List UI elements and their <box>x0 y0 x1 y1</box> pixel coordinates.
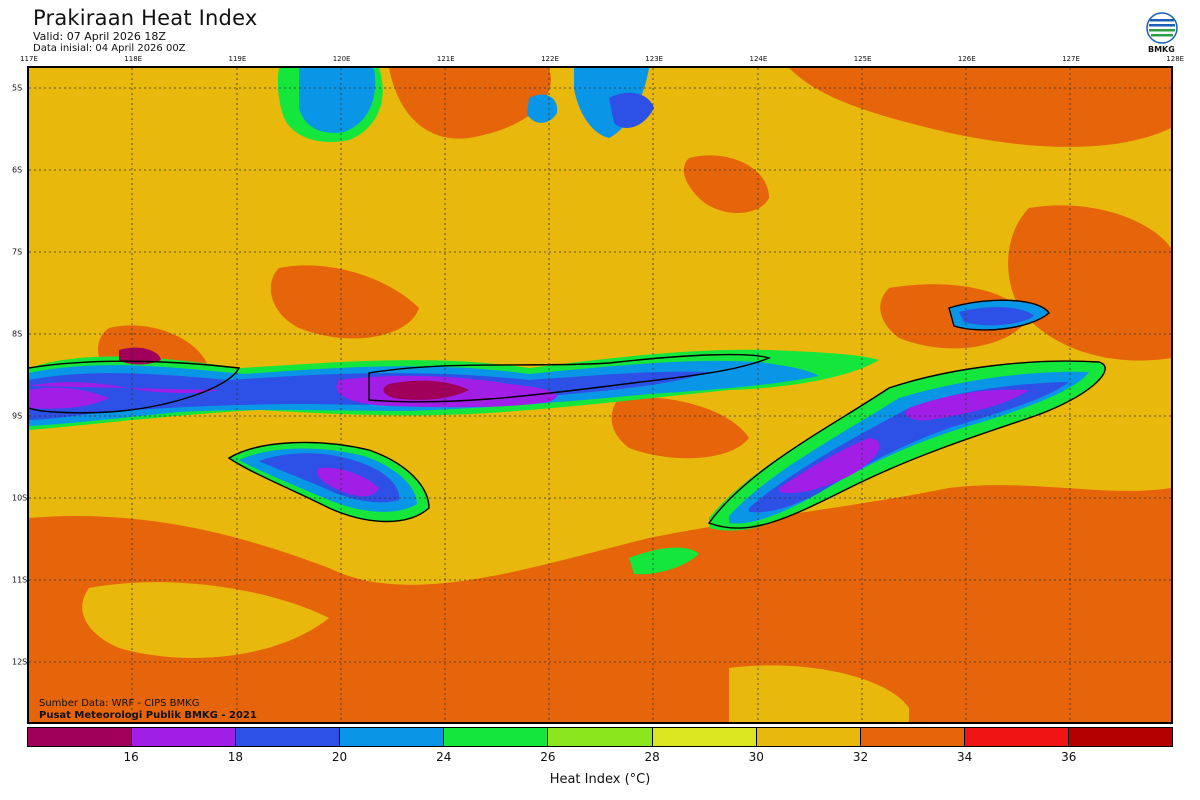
colorbar-segment <box>236 728 341 746</box>
lat-label: 11S <box>12 575 28 585</box>
lon-label: 121E <box>436 55 455 63</box>
island-band <box>29 347 879 430</box>
lon-label: 125E <box>853 55 872 63</box>
colorbar-segment <box>132 728 237 746</box>
colorbar-segment <box>444 728 549 746</box>
map-title: Prakiraan Heat Index <box>33 6 258 30</box>
lon-label: 118E <box>124 55 143 63</box>
colorbar-segment <box>548 728 653 746</box>
bmkg-logo-icon <box>1146 12 1178 44</box>
lat-label: 10S <box>12 493 28 503</box>
lat-label: 6S <box>12 165 23 175</box>
colorbar-segment <box>860 728 965 746</box>
colorbar-tick-label: 24 <box>436 750 452 764</box>
lon-label: 119E <box>228 55 247 63</box>
colorbar-tick-label: 20 <box>331 750 348 764</box>
lon-label: 117E <box>20 55 38 63</box>
north-islands <box>277 68 1049 575</box>
colorbar-tick-label: 30 <box>748 750 764 764</box>
lat-label: 9S <box>12 411 23 421</box>
colorbar-tick-label: 32 <box>852 750 869 764</box>
colorbar-segment <box>28 728 133 746</box>
lat-label: 12S <box>12 657 28 667</box>
lat-label: 8S <box>12 329 23 339</box>
colorbar-tick-label: 34 <box>956 750 973 764</box>
colorbar-segment <box>340 728 445 746</box>
sumba <box>229 442 429 522</box>
valid-time: Valid: 07 April 2026 18Z <box>33 30 166 43</box>
colorbar-tick-label: 18 <box>227 750 243 764</box>
lat-label: 7S <box>12 247 23 257</box>
lon-label: 128E <box>1166 55 1185 63</box>
credit-publisher: Pusat Meteorologi Publik BMKG - 2021 <box>39 710 257 721</box>
colorbar-segment <box>652 728 757 746</box>
lon-label: 124E <box>749 55 768 63</box>
lon-label: 120E <box>332 55 351 63</box>
colorbar-tick-label: 36 <box>1061 750 1077 764</box>
heat-index-field <box>29 68 1171 722</box>
credit-source: Sumber Data: WRF - CIPS BMKG <box>39 698 200 709</box>
lat-label: 5S <box>12 83 23 93</box>
heat-index-colorbar <box>27 727 1173 747</box>
lon-label: 122E <box>541 55 559 63</box>
colorbar-tick-label: 26 <box>540 750 556 764</box>
colorbar-tick-label: 16 <box>123 750 139 764</box>
heat-index-map: Sumber Data: WRF - CIPS BMKG Pusat Meteo… <box>27 66 1173 724</box>
init-time: Data inisial: 04 April 2026 00Z <box>33 43 186 54</box>
graticule-lines <box>29 68 1171 722</box>
colorbar-segment <box>1068 728 1173 746</box>
colorbar-segment <box>756 728 861 746</box>
logo-text: BMKG <box>1148 45 1175 54</box>
lon-label: 127E <box>1062 55 1080 63</box>
timor <box>709 361 1106 531</box>
colorbar-axis-title: Heat Index (°C) <box>549 772 651 787</box>
lon-label: 126E <box>957 55 976 63</box>
colorbar-tick-label: 28 <box>644 750 660 764</box>
colorbar-segment <box>964 728 1069 746</box>
lon-label: 123E <box>645 55 664 63</box>
